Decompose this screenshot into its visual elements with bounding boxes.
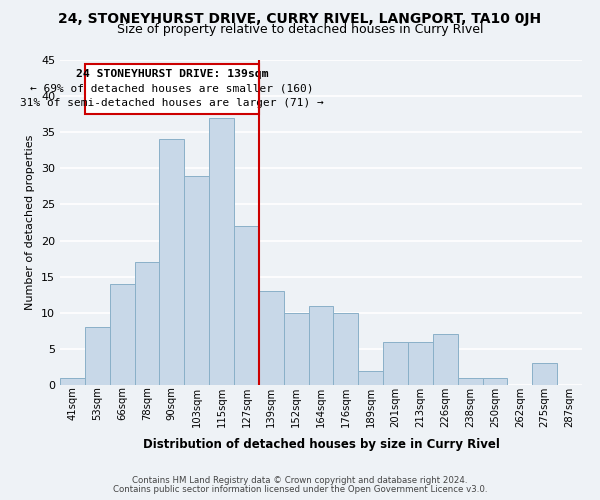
Text: 24, STONEYHURST DRIVE, CURRY RIVEL, LANGPORT, TA10 0JH: 24, STONEYHURST DRIVE, CURRY RIVEL, LANG… bbox=[58, 12, 542, 26]
Text: ← 69% of detached houses are smaller (160): ← 69% of detached houses are smaller (16… bbox=[30, 84, 314, 94]
Y-axis label: Number of detached properties: Number of detached properties bbox=[25, 135, 35, 310]
Text: 31% of semi-detached houses are larger (71) →: 31% of semi-detached houses are larger (… bbox=[20, 98, 324, 108]
FancyBboxPatch shape bbox=[85, 64, 259, 114]
Bar bbox=[110, 284, 134, 385]
X-axis label: Distribution of detached houses by size in Curry Rivel: Distribution of detached houses by size … bbox=[143, 438, 499, 451]
Bar bbox=[184, 176, 209, 385]
Bar bbox=[482, 378, 508, 385]
Bar bbox=[60, 378, 85, 385]
Bar bbox=[234, 226, 259, 385]
Bar bbox=[433, 334, 458, 385]
Bar bbox=[458, 378, 482, 385]
Text: Size of property relative to detached houses in Curry Rivel: Size of property relative to detached ho… bbox=[117, 24, 483, 36]
Text: Contains HM Land Registry data © Crown copyright and database right 2024.: Contains HM Land Registry data © Crown c… bbox=[132, 476, 468, 485]
Bar bbox=[259, 291, 284, 385]
Bar bbox=[308, 306, 334, 385]
Text: Contains public sector information licensed under the Open Government Licence v3: Contains public sector information licen… bbox=[113, 485, 487, 494]
Bar bbox=[358, 370, 383, 385]
Bar bbox=[134, 262, 160, 385]
Bar bbox=[532, 364, 557, 385]
Bar bbox=[284, 313, 308, 385]
Bar bbox=[85, 327, 110, 385]
Bar bbox=[383, 342, 408, 385]
Text: 24 STONEYHURST DRIVE: 139sqm: 24 STONEYHURST DRIVE: 139sqm bbox=[76, 70, 268, 80]
Bar bbox=[209, 118, 234, 385]
Bar bbox=[160, 140, 184, 385]
Bar bbox=[408, 342, 433, 385]
Bar bbox=[334, 313, 358, 385]
